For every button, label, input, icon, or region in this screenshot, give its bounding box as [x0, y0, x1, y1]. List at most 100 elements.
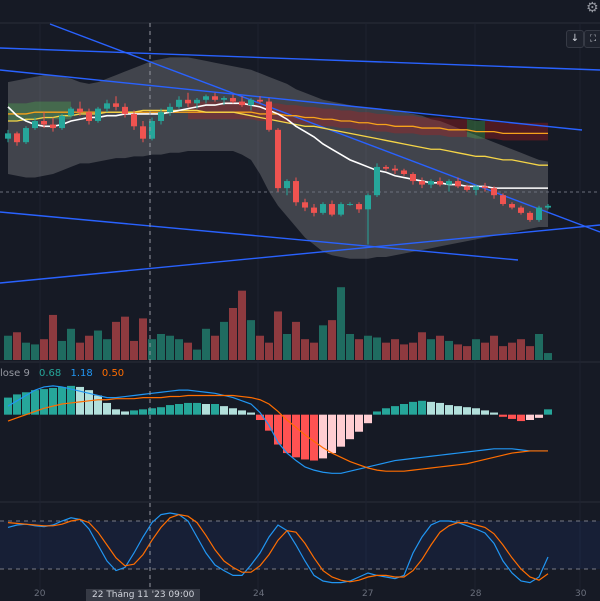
- trend-line: [0, 69, 583, 131]
- macd-histogram-bar: [166, 405, 174, 415]
- volume-bar: [391, 339, 399, 360]
- candle-body: [95, 108, 101, 121]
- candle-body: [140, 126, 146, 139]
- macd-histogram-bar: [49, 388, 57, 415]
- volume-bar: [40, 339, 48, 360]
- cloud-segment: [503, 122, 512, 141]
- volume-bar: [445, 340, 453, 360]
- stochastic-band: [0, 521, 600, 569]
- volume-bar: [238, 290, 246, 360]
- x-tick-label: 24: [253, 589, 265, 599]
- macd-histogram-bar: [139, 409, 147, 415]
- macd-histogram-bar: [400, 404, 408, 415]
- macd-histogram-bar: [418, 400, 426, 415]
- cloud-segment: [467, 119, 476, 139]
- macd-histogram-bar: [148, 408, 156, 415]
- macd-histogram-bar: [67, 385, 75, 415]
- macd-histogram-bar: [193, 402, 201, 415]
- macd-histogram-bar: [382, 408, 390, 415]
- candle-body: [284, 181, 290, 189]
- volume-bar: [193, 349, 201, 360]
- candle-body: [374, 166, 380, 196]
- volume-bar: [418, 332, 426, 360]
- maximize-icon[interactable]: ⛶: [584, 30, 600, 48]
- volume-bar: [22, 342, 30, 360]
- cloud-segment: [35, 101, 44, 120]
- macd-histogram-bar: [121, 411, 129, 415]
- cloud-segment: [512, 122, 521, 141]
- candle-body: [419, 181, 425, 185]
- volume-bar: [517, 339, 525, 360]
- cloud-segment: [476, 121, 485, 139]
- cloud-segment: [305, 106, 314, 125]
- volume-bar: [274, 311, 282, 360]
- volume-bar: [481, 342, 489, 360]
- x-tick-label: 28: [470, 589, 482, 599]
- trend-line: [0, 224, 600, 284]
- volume-bar: [184, 342, 192, 360]
- volume-bar: [94, 330, 102, 360]
- macd-histogram-bar: [58, 386, 66, 415]
- volume-bar: [382, 342, 390, 360]
- candle-body: [329, 204, 335, 215]
- volume-bar: [220, 321, 228, 360]
- volume-bar: [454, 344, 462, 360]
- candle-body: [401, 170, 407, 174]
- macd-legend-macd: 0.68: [39, 368, 62, 379]
- volume-bar: [544, 353, 552, 360]
- candle-body: [446, 181, 452, 185]
- cloud-segment: [395, 115, 404, 134]
- cloud-segment: [233, 101, 242, 120]
- cloud-segment: [485, 121, 494, 139]
- macd-histogram-bar: [175, 404, 183, 415]
- macd-histogram-bar: [544, 409, 552, 415]
- candle-body: [527, 212, 533, 220]
- volume-bar: [373, 337, 381, 360]
- macd-legend: lose 9 0.68 1.18 0.50: [0, 367, 130, 381]
- volume-bar: [58, 340, 66, 360]
- macd-histogram-bar: [472, 408, 480, 415]
- macd-histogram-bar: [157, 407, 165, 415]
- candle-body: [41, 121, 47, 125]
- candle-body: [104, 103, 110, 109]
- macd-histogram-bar: [112, 409, 120, 415]
- macd-histogram-bar: [391, 406, 399, 415]
- candle-body: [212, 96, 218, 100]
- candle-body: [77, 108, 83, 113]
- volume-bar: [67, 328, 75, 360]
- candle-body: [392, 168, 398, 171]
- macd-histogram-bar: [238, 410, 246, 415]
- volume-bar: [31, 344, 39, 360]
- cloud-segment: [449, 119, 458, 137]
- volume-bar: [508, 342, 516, 360]
- volume-bar: [301, 339, 309, 360]
- volume-bar: [328, 320, 336, 360]
- volume-bar: [130, 340, 138, 360]
- gear-icon[interactable]: ⚙: [586, 0, 599, 16]
- candle-body: [194, 99, 200, 104]
- x-tick-label: 20: [34, 589, 46, 599]
- macd-histogram-bar: [4, 397, 12, 415]
- crosshair-time-label: 22 Tháng 11 '23 09:00: [86, 589, 201, 601]
- candle-body: [464, 186, 470, 190]
- macd-histogram-bar: [409, 401, 417, 415]
- macd-histogram-bar: [463, 407, 471, 415]
- candle-body: [14, 133, 20, 143]
- volume-bar: [535, 334, 543, 360]
- cloud-segment: [206, 101, 215, 120]
- volume-bar: [472, 339, 480, 360]
- cloud-segment: [539, 122, 548, 141]
- volume-bar: [526, 346, 534, 360]
- volume-bar: [427, 339, 435, 360]
- candle-body: [455, 181, 461, 187]
- candle-body: [347, 204, 353, 206]
- volume-bar: [139, 318, 147, 360]
- cloud-segment: [458, 119, 467, 137]
- macd-histogram-bar: [211, 404, 219, 415]
- candle-body: [68, 108, 74, 116]
- volume-bar: [13, 332, 21, 360]
- arrow-down-icon[interactable]: ↓: [566, 30, 584, 48]
- volume-bar: [364, 335, 372, 360]
